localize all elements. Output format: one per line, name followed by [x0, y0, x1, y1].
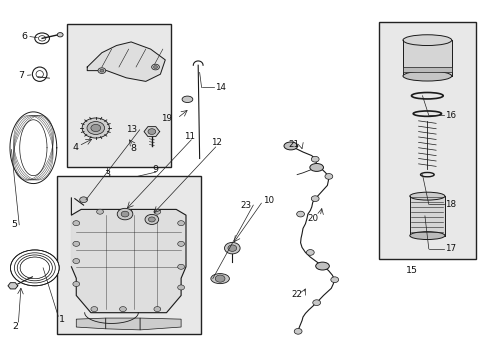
Text: 7: 7 — [18, 71, 24, 80]
Circle shape — [224, 242, 240, 254]
Circle shape — [177, 241, 184, 246]
Circle shape — [325, 174, 332, 179]
Text: 21: 21 — [288, 140, 299, 149]
Circle shape — [151, 64, 159, 70]
Circle shape — [100, 69, 103, 72]
Ellipse shape — [409, 231, 444, 239]
Polygon shape — [105, 318, 140, 330]
Text: 11: 11 — [184, 132, 195, 141]
Circle shape — [318, 263, 326, 269]
Text: 19: 19 — [161, 114, 172, 123]
Circle shape — [311, 196, 319, 202]
Polygon shape — [76, 318, 105, 329]
Polygon shape — [8, 283, 18, 289]
Text: 17: 17 — [445, 244, 456, 253]
Circle shape — [312, 300, 320, 306]
Circle shape — [125, 209, 132, 214]
Bar — [378, 22, 475, 259]
Circle shape — [296, 211, 304, 217]
Circle shape — [177, 221, 184, 226]
Circle shape — [97, 209, 103, 214]
Text: 20: 20 — [307, 214, 318, 223]
Circle shape — [121, 211, 129, 217]
Text: 9: 9 — [152, 165, 159, 174]
Ellipse shape — [315, 262, 329, 270]
Polygon shape — [144, 127, 159, 136]
Polygon shape — [140, 318, 181, 330]
Ellipse shape — [402, 71, 451, 81]
Circle shape — [87, 122, 104, 134]
Bar — [66, 24, 171, 167]
Ellipse shape — [210, 274, 229, 284]
Text: 5: 5 — [11, 220, 17, 229]
Ellipse shape — [309, 163, 323, 171]
Circle shape — [10, 250, 59, 286]
Text: 22: 22 — [290, 290, 302, 299]
Circle shape — [73, 221, 80, 226]
Text: 12: 12 — [210, 138, 221, 147]
Circle shape — [119, 307, 126, 312]
Circle shape — [311, 156, 319, 162]
Bar — [402, 40, 451, 76]
Text: 13: 13 — [126, 125, 137, 134]
Ellipse shape — [57, 33, 63, 37]
Circle shape — [177, 285, 184, 290]
Circle shape — [82, 118, 109, 138]
Bar — [57, 176, 200, 334]
Circle shape — [154, 209, 161, 214]
Ellipse shape — [182, 96, 192, 103]
Text: 23: 23 — [240, 201, 251, 210]
Circle shape — [91, 125, 101, 132]
Text: 16: 16 — [445, 111, 455, 120]
Circle shape — [73, 282, 80, 287]
Circle shape — [153, 66, 157, 68]
Text: 6: 6 — [21, 32, 27, 41]
Bar — [409, 196, 444, 235]
Text: 10: 10 — [263, 196, 274, 205]
Text: 2: 2 — [12, 322, 18, 331]
Circle shape — [91, 307, 98, 312]
Bar — [402, 67, 451, 72]
Circle shape — [148, 129, 156, 134]
Ellipse shape — [409, 192, 444, 200]
Circle shape — [306, 249, 314, 255]
Circle shape — [20, 257, 49, 279]
Circle shape — [145, 215, 158, 225]
Polygon shape — [71, 198, 185, 313]
Ellipse shape — [284, 142, 297, 150]
Circle shape — [148, 217, 155, 222]
Ellipse shape — [402, 35, 451, 45]
Text: 14: 14 — [215, 83, 226, 92]
Text: 3: 3 — [104, 170, 110, 179]
Text: 8: 8 — [130, 144, 136, 153]
Text: 18: 18 — [445, 200, 456, 209]
Circle shape — [215, 275, 224, 282]
Circle shape — [73, 241, 80, 246]
Text: 4: 4 — [72, 143, 78, 152]
Circle shape — [330, 277, 338, 283]
Circle shape — [98, 68, 105, 73]
Circle shape — [117, 208, 133, 220]
Circle shape — [80, 197, 87, 203]
Circle shape — [286, 143, 294, 149]
Text: 1: 1 — [59, 315, 64, 324]
Circle shape — [294, 328, 302, 334]
Circle shape — [227, 245, 236, 251]
Circle shape — [177, 264, 184, 269]
Polygon shape — [87, 42, 165, 81]
Text: 15: 15 — [405, 266, 417, 275]
Circle shape — [154, 307, 161, 312]
Circle shape — [73, 258, 80, 264]
